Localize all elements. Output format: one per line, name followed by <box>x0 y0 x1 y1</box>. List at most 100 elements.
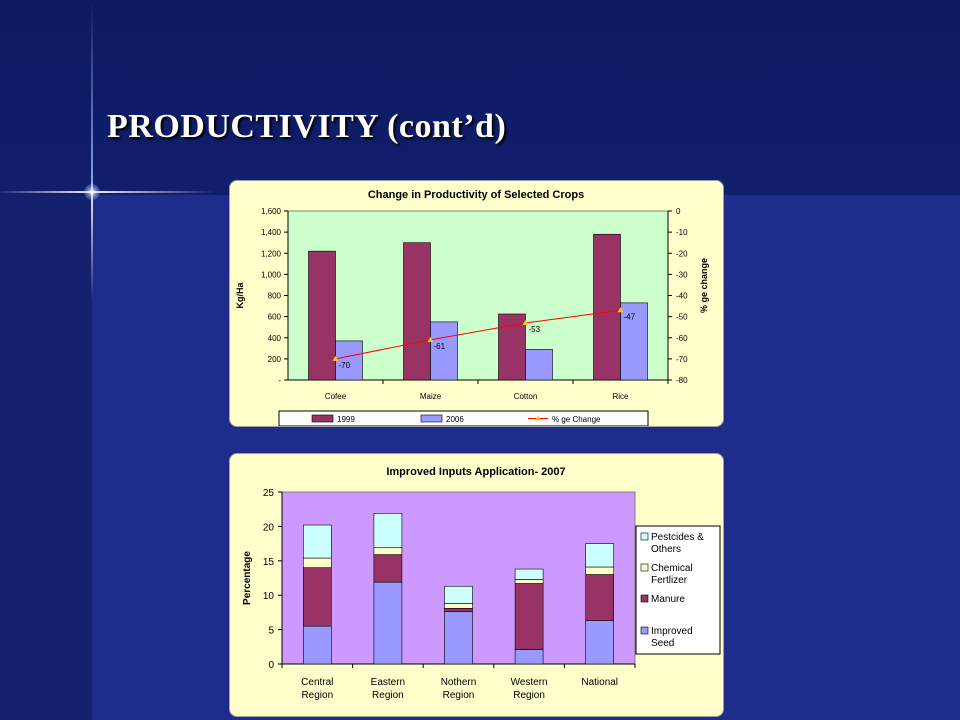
y2-tick-label: -40 <box>676 292 688 301</box>
y2-tick-label: 0 <box>676 207 681 216</box>
bar-1999 <box>593 233 621 381</box>
y-tick-label: 10 <box>263 591 275 602</box>
legend-label: Improved <box>651 626 693 637</box>
legend-box <box>635 525 721 655</box>
bar-2006 <box>620 302 648 381</box>
slide-left-band <box>0 195 92 720</box>
y-tick-label: 5 <box>268 626 274 637</box>
stacked-bar-segment <box>514 583 544 650</box>
productivity-chart: Change in Productivity of Selected Crops… <box>229 180 724 427</box>
pct-change-marker <box>617 307 624 313</box>
x-tick-label: Maize <box>420 392 442 401</box>
legend-label-pct: % ge Change <box>552 415 601 424</box>
stacked-bar-segment <box>514 579 544 584</box>
stacked-bar-segment <box>514 649 544 665</box>
x-tick-label: Rice <box>612 392 629 401</box>
stacked-bar-segment <box>303 557 332 568</box>
stacked-bar-segment <box>373 581 403 665</box>
stacked-bar-segment <box>373 547 403 555</box>
legend-swatch-pct-marker <box>535 415 541 421</box>
slide-header-background <box>0 0 960 195</box>
pct-change-data-label: -61 <box>434 342 446 351</box>
stacked-bar-segment <box>373 513 403 549</box>
stacked-bar-segment <box>444 603 473 609</box>
y2-axis-label: % ge change <box>699 258 709 313</box>
bar-1999 <box>308 250 336 381</box>
y2-tick-label: -10 <box>676 228 688 237</box>
pct-change-marker <box>522 319 529 325</box>
stacked-bar-segment <box>303 524 332 559</box>
pct-change-data-label: -47 <box>624 312 636 321</box>
y-tick-label: 0 <box>268 660 274 671</box>
y-tick-label: 1,400 <box>261 228 282 237</box>
light-flare-horizontal <box>0 191 215 193</box>
stacked-bar-segment <box>514 568 544 580</box>
y2-tick-label: -50 <box>676 313 688 322</box>
legend-swatch-2006 <box>420 414 443 423</box>
legend-label: Seed <box>651 638 674 649</box>
bar-1999 <box>403 242 431 381</box>
y-tick-label: 25 <box>263 488 275 499</box>
stacked-bar-segment <box>373 554 403 583</box>
y-tick-label: 800 <box>268 292 282 301</box>
x-tick-label: Cofee <box>325 392 347 401</box>
bar-2006 <box>335 340 363 381</box>
x-tick-label: Central <box>301 677 333 688</box>
x-tick-label: Region <box>513 690 545 701</box>
pct-change-data-label: -53 <box>529 325 541 334</box>
x-tick-label: Region <box>443 690 475 701</box>
light-flare-center <box>84 184 100 200</box>
legend-label: Others <box>651 544 681 555</box>
x-tick-label: Region <box>301 690 333 701</box>
inputs-chart: Improved Inputs Application- 2007 0 5 10 15 2… <box>229 453 724 717</box>
y2-tick-label: -60 <box>676 334 688 343</box>
bar-2006 <box>525 349 553 381</box>
y2-tick-label: -80 <box>676 376 688 385</box>
stacked-bar-segment <box>444 607 473 613</box>
y-tick-label: 20 <box>263 522 275 533</box>
stacked-bar-segment <box>585 574 615 621</box>
y-tick-label: 15 <box>263 557 275 568</box>
legend-swatch <box>640 563 649 572</box>
x-tick-label: Western <box>511 677 548 688</box>
y2-tick-label: -70 <box>676 355 688 364</box>
x-tick-label: Eastern <box>371 677 405 688</box>
y-tick-label: 1,000 <box>261 270 282 279</box>
productivity-chart-svg: Change in Productivity of Selected Crops… <box>235 189 709 426</box>
pct-change-marker <box>427 336 434 342</box>
legend-label: Chemical <box>651 563 693 574</box>
stacked-bar-segment <box>303 625 332 665</box>
inputs-chart-svg: Improved Inputs Application- 2007 0 5 10 15 2… <box>242 466 721 701</box>
stacked-bar-segment <box>585 566 615 575</box>
pct-change-line <box>335 309 621 360</box>
legend-label: Fertlizer <box>651 575 688 586</box>
stacked-bar-segment <box>444 585 473 604</box>
x-tick-label: Nothern <box>441 677 477 688</box>
chart-title: Improved Inputs Application- 2007 <box>386 466 565 478</box>
legend-box <box>278 410 649 426</box>
y-axis-label: Kg/Ha <box>235 282 245 309</box>
slide-title: PRODUCTIVITY (cont’d) <box>107 108 507 145</box>
legend-swatch <box>640 626 649 635</box>
x-tick-label: National <box>581 677 618 688</box>
legend-label: Pestcides & <box>651 532 704 543</box>
stacked-bar-segment <box>585 620 615 665</box>
legend-swatch-1999 <box>311 414 334 423</box>
stacked-bar-segment <box>303 567 332 627</box>
y2-tick-label: -20 <box>676 249 688 258</box>
y-tick-label: - <box>278 376 281 385</box>
light-flare-vertical <box>91 0 93 300</box>
legend-label-1999: 1999 <box>337 415 355 424</box>
x-tick-label: Region <box>372 690 404 701</box>
y-tick-label: 200 <box>268 355 282 364</box>
legend-swatch <box>640 594 649 603</box>
y-tick-label: 1,600 <box>261 207 282 216</box>
stacked-bar-segment <box>444 611 473 665</box>
x-tick-label: Cotton <box>514 392 538 401</box>
stacked-bar-segment <box>585 543 615 568</box>
pct-change-marker <box>332 355 339 361</box>
y-tick-label: 1,200 <box>261 249 282 258</box>
legend-label: Manure <box>651 594 685 605</box>
chart1-legend: 1999 2006 % ge Change <box>278 410 649 426</box>
